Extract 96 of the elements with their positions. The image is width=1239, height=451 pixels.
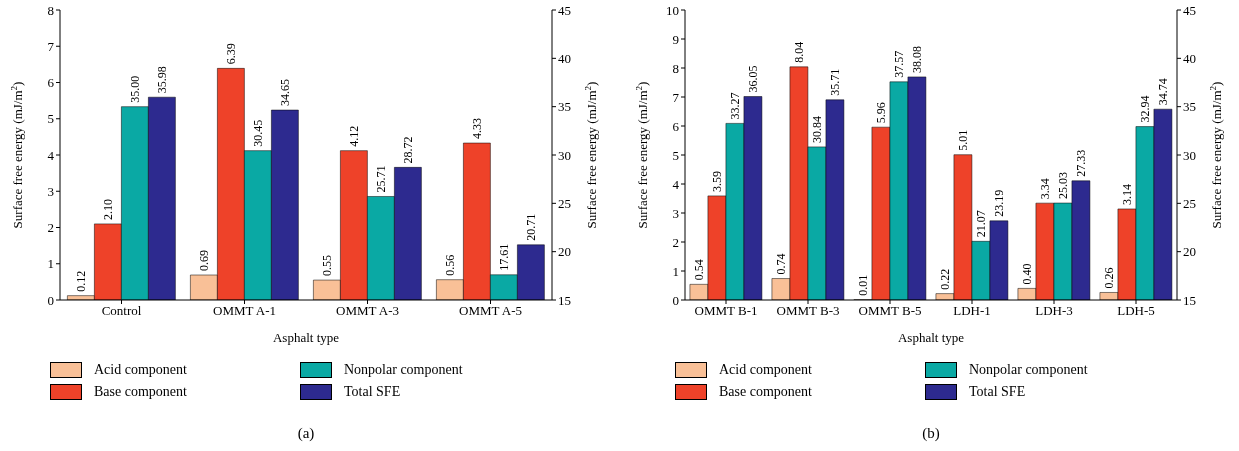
data-label: 4.33: [469, 118, 484, 140]
x-tick-label: OMMT A-5: [459, 303, 522, 319]
legend-label: Acid component: [719, 362, 812, 378]
y2-tick-label: 35: [1183, 99, 1196, 115]
y2-tick-label: 45: [558, 2, 571, 18]
data-label: 30.45: [250, 119, 265, 147]
data-label: 3.34: [1037, 178, 1052, 200]
data-label: 0.40: [1019, 263, 1034, 285]
y-tick-label: 3: [672, 205, 679, 221]
data-label: 38.08: [909, 45, 924, 73]
data-label: 35.71: [827, 68, 842, 96]
y-tick-label: 1: [672, 263, 679, 279]
data-label: 0.55: [319, 255, 334, 277]
y2-tick-label: 25: [558, 195, 571, 211]
data-label: 33.27: [727, 92, 742, 120]
data-label: 3.59: [709, 170, 724, 192]
x-axis-title: Asphalt type: [272, 330, 340, 345]
x-tick-label: OMMT A-1: [213, 303, 276, 319]
y2-tick-label: 45: [1183, 2, 1196, 18]
data-label: 17.61: [496, 243, 511, 271]
y-tick-label: 2: [672, 234, 679, 250]
y-tick-label: 10: [666, 2, 679, 18]
legend-label: Base component: [94, 384, 187, 400]
y-tick-label: 1: [47, 256, 54, 272]
data-label: 0.26: [1101, 267, 1116, 289]
y2-tick-label: 25: [1183, 195, 1196, 211]
data-label: 8.04: [791, 41, 806, 63]
y-tick-label: 7: [672, 89, 680, 105]
data-label: 36.05: [745, 65, 760, 93]
data-label: 6.39: [223, 43, 238, 65]
data-label: 2.10: [100, 198, 115, 220]
y2-tick-label: 30: [558, 147, 571, 163]
text: (b): [921, 425, 941, 442]
legend-label: Acid component: [94, 362, 187, 378]
data-label: 35.98: [154, 66, 169, 94]
x-tick-label: OMMT B-1: [694, 303, 758, 319]
data-label: 0.12: [73, 270, 88, 292]
data-label: 32.94: [1137, 95, 1152, 123]
y2-tick-label: 30: [1183, 147, 1196, 163]
x-tick-label: OMMT A-3: [336, 303, 399, 319]
legend-label: Nonpolar component: [969, 362, 1088, 378]
y-tick-label: 4: [47, 147, 55, 163]
data-label: 35.00: [127, 75, 142, 103]
data-label: 28.72: [400, 136, 415, 164]
data-label: 27.33: [1073, 149, 1088, 177]
y2-tick-label: 40: [1183, 50, 1196, 66]
x-tick-label: LDH-3: [1035, 303, 1073, 319]
y2-tick-label: 40: [558, 50, 571, 66]
x-tick-label: LDH-1: [953, 303, 991, 319]
legend-label: Total SFE: [344, 384, 401, 400]
y2-tick-label: 35: [558, 99, 571, 115]
data-label: 21.07: [973, 210, 988, 238]
data-label: 25.71: [373, 165, 388, 193]
y-tick-label: 8: [47, 2, 54, 18]
x-tick-label: OMMT B-3: [776, 303, 840, 319]
y2-tick-label: 15: [558, 292, 571, 308]
data-label: 5.01: [955, 129, 970, 151]
y-tick-label: 9: [672, 31, 679, 47]
data-label: 37.57: [891, 50, 906, 78]
x-tick-label: OMMT B-5: [858, 303, 922, 319]
y-tick-label: 4: [672, 176, 680, 192]
data-label: 4.12: [346, 125, 361, 147]
x-tick-label: Control: [101, 303, 142, 319]
data-label: 25.03: [1055, 172, 1070, 200]
data-label: 23.19: [991, 189, 1006, 217]
y-tick-label: 3: [47, 183, 54, 199]
data-label: 0.69: [196, 249, 211, 271]
data-label: 0.56: [442, 254, 457, 276]
data-label: 34.65: [277, 79, 292, 107]
data-label: 30.84: [809, 115, 824, 143]
y-tick-label: 6: [47, 75, 55, 91]
y-tick-label: 6: [672, 118, 680, 134]
data-label: 3.14: [1119, 183, 1134, 205]
y2-tick-label: 20: [558, 244, 571, 260]
y-tick-label: 2: [47, 220, 54, 236]
data-label: 34.74: [1155, 78, 1170, 106]
data-label: 0.54: [691, 259, 706, 281]
data-label: 5.96: [873, 102, 888, 124]
x-axis-title: Asphalt type: [897, 330, 965, 345]
y-tick-label: 5: [47, 111, 54, 127]
y-tick-label: 0: [672, 292, 679, 308]
legend-label: Base component: [719, 384, 812, 400]
y2-tick-label: 20: [1183, 244, 1196, 260]
text: (a): [296, 425, 316, 442]
data-label: 0.74: [773, 253, 788, 275]
y-tick-label: 7: [47, 38, 55, 54]
data-label: 0.01: [855, 274, 870, 296]
data-label: 0.22: [937, 268, 952, 290]
y-tick-label: 5: [672, 147, 679, 163]
y2-tick-label: 15: [1183, 292, 1196, 308]
legend-label: Total SFE: [969, 384, 1026, 400]
x-tick-label: LDH-5: [1117, 303, 1155, 319]
y-tick-label: 8: [672, 60, 679, 76]
data-label: 20.71: [523, 213, 538, 241]
y-tick-label: 0: [47, 292, 54, 308]
legend-label: Nonpolar component: [344, 362, 463, 378]
